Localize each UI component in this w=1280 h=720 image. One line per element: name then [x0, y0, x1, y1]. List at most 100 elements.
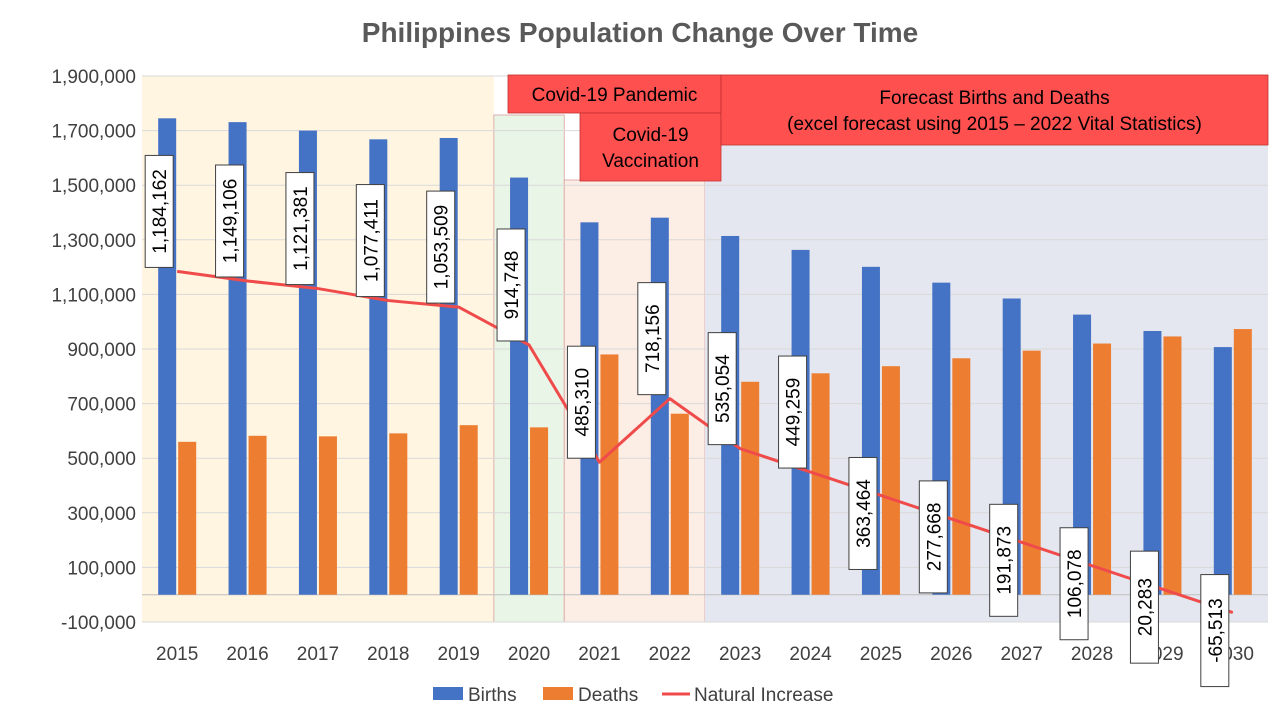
natural-increase-label: 449,259	[784, 378, 805, 447]
x-tick-label: 2018	[367, 644, 409, 665]
births-bar	[1213, 347, 1232, 595]
natural-increase-label-group: 191,873	[989, 503, 1019, 617]
natural-increase-label-group: 485,310	[566, 345, 596, 459]
deaths-bar	[600, 354, 619, 595]
y-tick-label: 1,900,000	[51, 67, 136, 88]
deaths-bar	[389, 433, 408, 595]
natural-increase-label: 485,310	[572, 368, 593, 437]
y-tick-label: 1,700,000	[51, 122, 136, 143]
legend-label-births: Births	[468, 685, 517, 706]
annotation-box-covid-vaccination	[579, 112, 722, 182]
natural-increase-label-group: 535,054	[707, 332, 737, 446]
data-label-box	[426, 190, 456, 304]
data-label-box	[918, 480, 948, 594]
annotation-text-forecast: (excel forecast using 2015 – 2022 Vital …	[787, 114, 1202, 135]
deaths-bar	[811, 373, 830, 595]
data-label-box	[1059, 527, 1089, 641]
natural-increase-label: 1,121,381	[291, 186, 312, 271]
y-tick-label: 700,000	[67, 395, 136, 416]
deaths-bar	[248, 435, 267, 595]
y-tick-label: 100,000	[67, 558, 136, 579]
natural-increase-series	[176, 269, 1234, 615]
data-label-box	[215, 164, 245, 278]
natural-increase-label-group: 1,184,162	[144, 154, 174, 268]
x-tick-label: 2023	[719, 644, 761, 665]
deaths-bar	[1022, 350, 1041, 595]
natural-increase-label: 20,283	[1135, 578, 1156, 636]
annotation-text-covid-vaccination: Vaccination	[602, 151, 699, 172]
legend: Births Deaths Natural Increase	[433, 685, 833, 706]
natural-increase-label: -65,513	[1206, 598, 1227, 662]
x-axis: 2015 2016 2017 2018 2019 2020 2021 2022 2023 2024…	[156, 644, 1254, 665]
natural-increase-label: 363,464	[854, 479, 875, 548]
region-pandemic	[493, 114, 565, 623]
legend-swatch-births	[433, 687, 463, 700]
data-label-box	[355, 184, 385, 298]
data-label-box	[144, 154, 174, 268]
natural-increase-label: 718,156	[643, 304, 664, 373]
x-tick-label: 2019	[438, 644, 480, 665]
data-label-box	[778, 355, 808, 469]
y-tick-label: 1,100,000	[51, 285, 136, 306]
x-tick-label: 2027	[1001, 644, 1043, 665]
annotation-text-forecast: Forecast Births and Deaths	[879, 88, 1109, 109]
natural-increase-label-group: 277,668	[918, 480, 948, 594]
deaths-bar	[1233, 329, 1252, 595]
natural-increase-label-group: 1,149,106	[215, 164, 245, 278]
chart-title: Philippines Population Change Over Time	[362, 17, 918, 48]
data-label-box	[496, 228, 526, 342]
natural-increase-label: 191,873	[995, 526, 1016, 595]
natural-increase-label-group: 449,259	[778, 355, 808, 469]
deaths-bar	[459, 425, 478, 595]
x-tick-label: 2024	[789, 644, 832, 665]
annotation-text-covid-pandemic: Covid-19 Pandemic	[532, 85, 698, 106]
y-tick-label: 300,000	[67, 504, 136, 525]
data-label-box	[566, 345, 596, 459]
data-label-box	[1129, 550, 1159, 664]
x-tick-label: 2025	[860, 644, 902, 665]
y-tick-label: 1,300,000	[51, 231, 136, 252]
natural-increase-label-group: -65,513	[1200, 574, 1230, 688]
natural-increase-label: 1,184,162	[150, 169, 171, 254]
data-labels: 1,184,162 1,149,106 1,121,381 1,077,411 1,05…	[144, 154, 1230, 688]
annotations: Covid-19 Pandemic Covid-19 Vaccination Fore…	[507, 74, 1269, 182]
natural-increase-label-group: 1,053,509	[426, 190, 456, 304]
deaths-bar	[952, 358, 971, 595]
x-tick-label: 2017	[297, 644, 339, 665]
x-tick-label: 2020	[508, 644, 550, 665]
data-label-box	[848, 456, 878, 570]
natural-increase-label: 1,077,411	[361, 199, 382, 282]
natural-increase-label-group: 1,121,381	[285, 172, 315, 286]
x-tick-label: 2022	[649, 644, 691, 665]
natural-increase-label-group: 20,283	[1129, 550, 1159, 664]
data-label-box	[285, 172, 315, 286]
natural-increase-label: 106,078	[1065, 549, 1086, 618]
legend-label-deaths: Deaths	[578, 685, 638, 706]
deaths-bar	[530, 427, 549, 595]
natural-increase-label-group: 106,078	[1059, 527, 1089, 641]
x-tick-label: 2026	[930, 644, 972, 665]
births-bar	[1073, 314, 1092, 595]
deaths-bar	[741, 381, 760, 595]
deaths-bar	[1093, 343, 1112, 595]
natural-increase-label-group: 1,077,411	[355, 184, 385, 298]
y-tick-label: 500,000	[67, 449, 136, 470]
data-label-box	[989, 503, 1019, 617]
deaths-bar	[318, 436, 337, 595]
y-tick-label: -100,000	[61, 613, 136, 634]
deaths-bar	[881, 366, 900, 595]
annotation-text-covid-vaccination: Covid-19	[612, 125, 688, 146]
natural-increase-label: 535,054	[713, 354, 734, 423]
x-tick-label: 2028	[1071, 644, 1113, 665]
natural-increase-label-group: 718,156	[637, 282, 667, 396]
natural-increase-line	[176, 269, 1234, 615]
deaths-bar	[1163, 336, 1182, 595]
natural-increase-label: 1,149,106	[221, 179, 242, 264]
natural-increase-label: 1,053,509	[432, 205, 453, 290]
y-axis: -100,000 100,000 300,000 500,000 700,000 900,…	[51, 67, 136, 634]
y-tick-label: 1,500,000	[51, 176, 136, 197]
legend-label-natural-increase: Natural Increase	[694, 685, 833, 706]
y-tick-label: 900,000	[67, 340, 136, 361]
deaths-bar	[178, 441, 197, 595]
